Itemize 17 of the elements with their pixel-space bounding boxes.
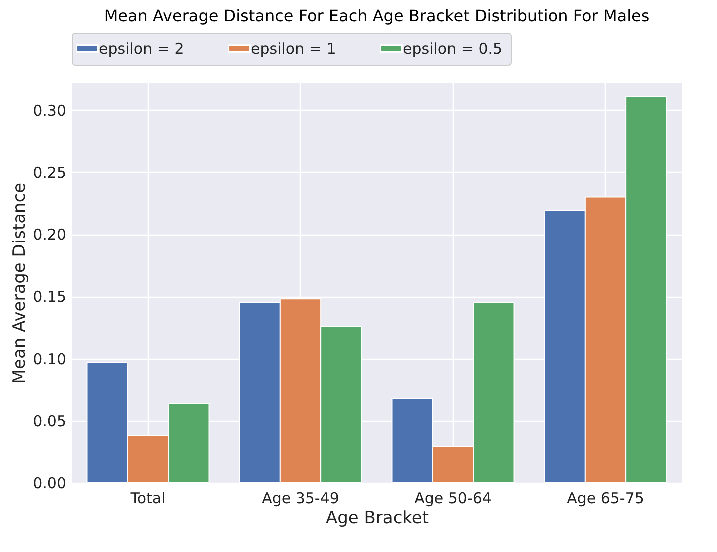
y-tick-label: 0.05	[33, 412, 66, 430]
y-tick-label: 0.15	[33, 288, 66, 306]
y-tick-label: 0.30	[33, 102, 66, 120]
y-tick-label: 0.10	[33, 350, 66, 368]
y-tick-label: 0.00	[33, 474, 66, 492]
y-tick-label: 0.20	[33, 226, 66, 244]
legend-label: epsilon = 1	[251, 40, 336, 58]
x-axis-title: Age Bracket	[326, 508, 430, 528]
legend-label: epsilon = 0.5	[403, 40, 503, 58]
chart-title: Mean Average Distance For Each Age Bracket Distribution For Males	[104, 6, 650, 26]
x-tick-label: Age 50-64	[414, 490, 492, 508]
legend-label: epsilon = 2	[99, 40, 184, 58]
x-tick-label: Age 35-49	[262, 490, 340, 508]
x-tick-label: Age 65-75	[567, 490, 644, 508]
y-axis-title: Mean Average Distance	[10, 182, 30, 384]
x-tick-label: Total	[130, 490, 166, 508]
y-tick-label: 0.25	[33, 164, 66, 182]
